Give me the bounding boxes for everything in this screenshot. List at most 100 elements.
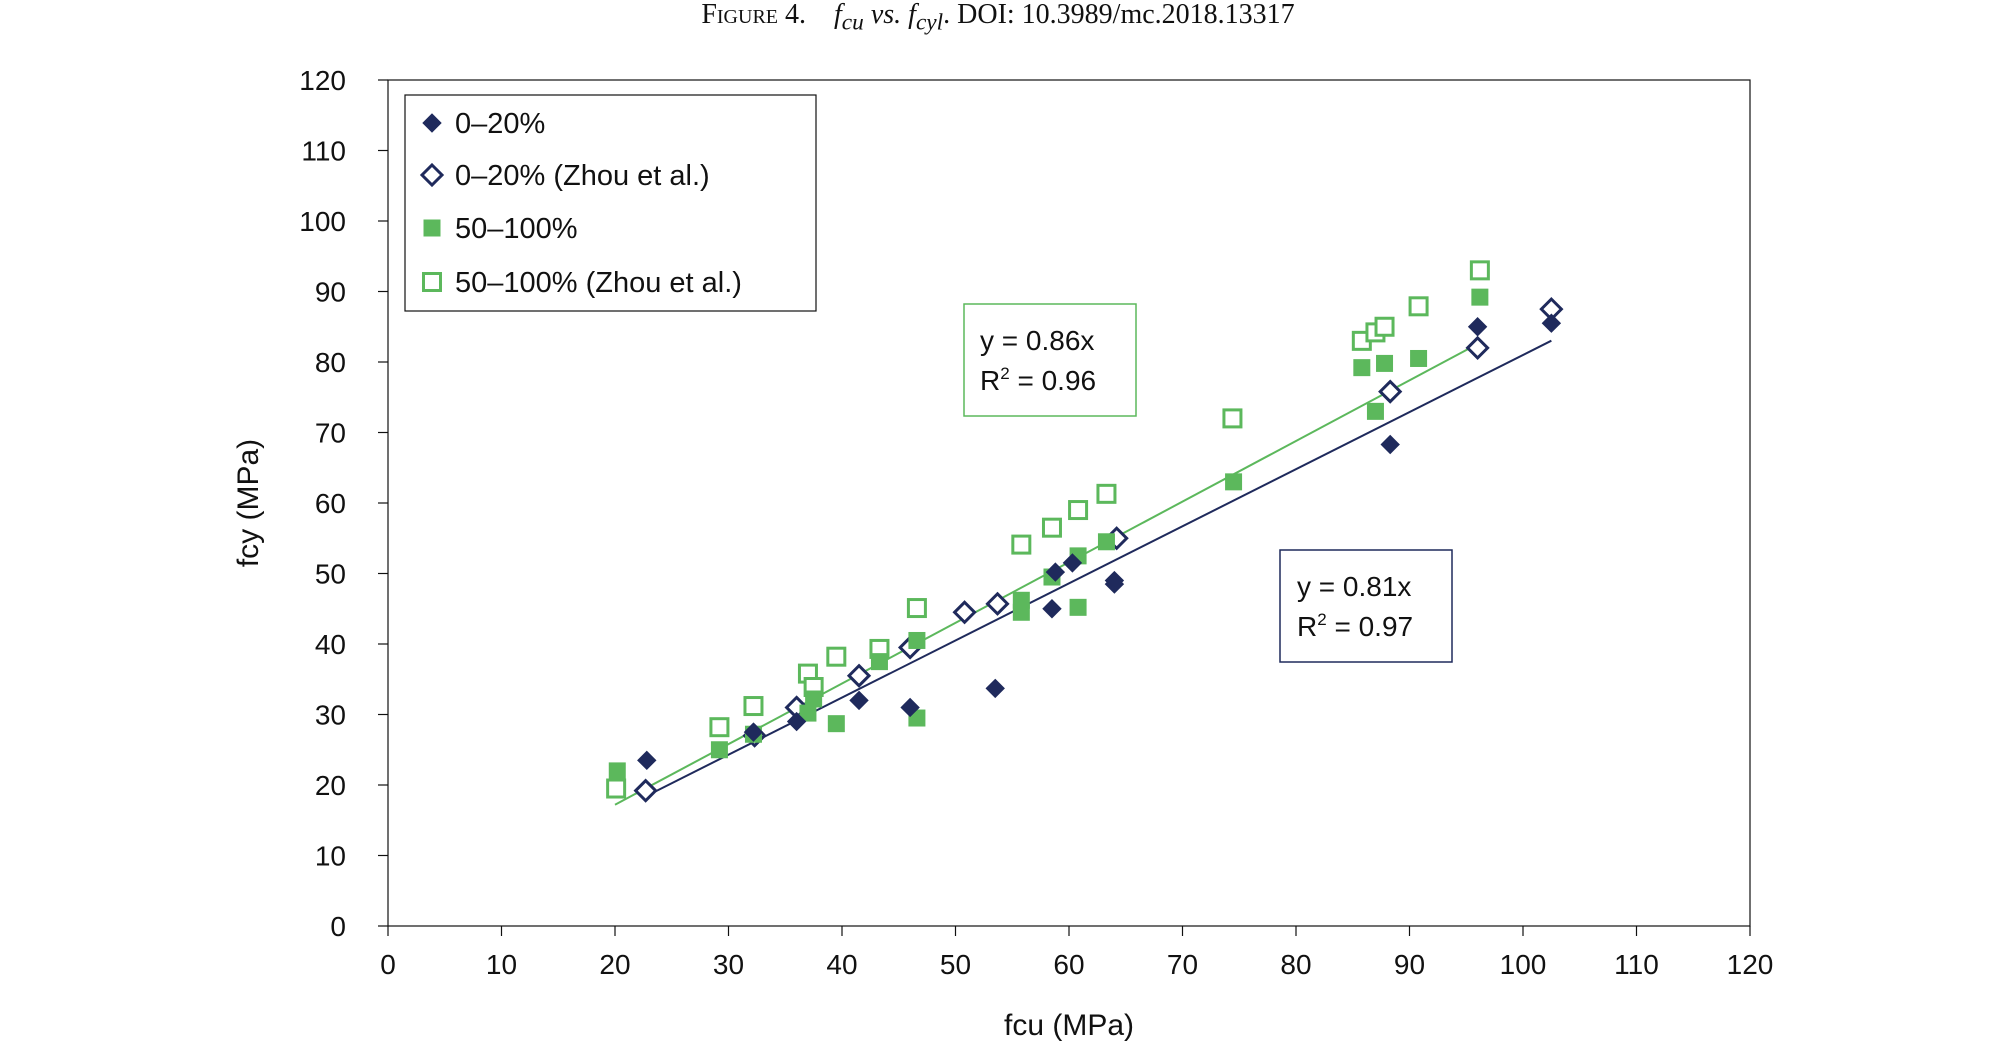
data-point <box>1069 598 1087 616</box>
r2-superscript: 2 <box>1000 364 1009 383</box>
data-point <box>1465 335 1490 361</box>
legend-label: 50–100% <box>455 213 578 245</box>
data-point <box>786 711 807 732</box>
data-point <box>633 778 658 803</box>
data-point <box>1222 408 1243 429</box>
data-point <box>826 646 847 667</box>
data-point <box>1097 533 1115 551</box>
y-tick-label: 0 <box>330 911 346 942</box>
data-point <box>1012 591 1030 609</box>
x-tick-label: 50 <box>940 949 971 980</box>
trendline-label-green: y = 0.86x R2 = 0.96 <box>963 303 1137 417</box>
y-tick-label: 100 <box>299 206 346 237</box>
legend-marker <box>422 272 442 292</box>
trendline-label-navy: y = 0.81x R2 = 0.97 <box>1279 549 1453 663</box>
data-point <box>1225 473 1243 491</box>
data-point <box>906 598 927 619</box>
title-var-fcu: f <box>834 0 842 30</box>
legend-label: 0–20% <box>455 108 545 140</box>
title-vs: vs. <box>870 0 902 30</box>
r2-prefix: R <box>980 365 1000 396</box>
y-tick-label: 50 <box>315 559 346 590</box>
trendline-label-green-box <box>963 303 1137 417</box>
data-point <box>900 697 920 718</box>
x-tick-label: 20 <box>599 949 630 980</box>
x-tick-label: 110 <box>1614 949 1659 980</box>
data-point <box>743 696 764 717</box>
data-point <box>637 750 657 771</box>
data-point <box>709 717 730 738</box>
y-tick-label: 120 <box>299 65 346 96</box>
data-points <box>606 260 1564 803</box>
y-tick-label: 30 <box>315 700 346 731</box>
x-axis: 0 10 20 30 40 50 60 70 80 90 100 110 120 <box>380 926 1773 980</box>
data-point <box>870 653 888 671</box>
data-point <box>1096 483 1117 504</box>
legend-box <box>404 94 817 312</box>
data-point <box>608 762 626 780</box>
title-var-fcyl: f <box>908 0 916 30</box>
data-point <box>849 690 869 711</box>
data-point <box>985 591 1010 616</box>
y-axis-label: fcy (MPa) <box>232 439 265 567</box>
data-point <box>710 741 728 759</box>
data-point <box>805 690 823 708</box>
y-tick-label: 60 <box>315 488 346 519</box>
data-point <box>1042 599 1062 619</box>
data-point <box>1374 316 1395 337</box>
legend-label: 0–20% (Zhou et al.) <box>455 160 710 192</box>
data-point <box>1062 553 1083 573</box>
legend-label: 50–100% (Zhou et al.) <box>455 267 742 299</box>
legend-marker <box>422 113 442 133</box>
figure-title: Figure 4. fcu vs. fcyl. DOI: 10.3989/mc.… <box>0 0 1996 38</box>
data-point <box>1104 570 1125 591</box>
data-point <box>1380 434 1400 455</box>
trendline-label-green-equation: y = 0.86x <box>980 325 1094 356</box>
data-point <box>1041 517 1062 538</box>
data-point <box>1068 500 1089 521</box>
r2-value: = 0.97 <box>1327 611 1413 642</box>
data-point <box>1378 379 1403 404</box>
title-sub-cu: cu <box>841 9 864 36</box>
r2-superscript: 2 <box>1317 610 1326 629</box>
data-point <box>1467 317 1488 337</box>
data-point <box>1408 296 1429 317</box>
data-point <box>985 678 1005 699</box>
legend-marker <box>423 219 441 237</box>
x-tick-label: 30 <box>713 949 744 980</box>
title-sub-cyl: cyl <box>915 9 944 36</box>
data-point <box>846 663 872 688</box>
data-point <box>908 631 926 649</box>
title-doi: . DOI: 10.3989/mc.2018.13317 <box>943 0 1295 30</box>
trendline-label-green-r2: R2 = 0.96 <box>980 364 1096 396</box>
data-point <box>1011 534 1032 555</box>
x-axis-label: fcu (MPa) <box>1004 1009 1134 1042</box>
x-tick-label: 100 <box>1500 949 1547 980</box>
data-point <box>743 722 764 742</box>
y-tick-label: 80 <box>315 347 346 378</box>
data-point <box>827 715 845 733</box>
y-tick-label: 90 <box>315 277 346 308</box>
y-tick-label: 70 <box>315 418 346 449</box>
data-point <box>1541 313 1562 333</box>
data-point <box>952 600 977 625</box>
x-tick-label: 0 <box>380 949 396 980</box>
y-tick-label: 40 <box>315 629 346 660</box>
x-tick-label: 90 <box>1394 949 1425 980</box>
x-tick-label: 60 <box>1053 949 1084 980</box>
data-point <box>1045 562 1066 582</box>
x-tick-label: 10 <box>486 949 517 980</box>
figure-label: Figure 4. <box>701 0 807 30</box>
data-point <box>1410 349 1428 367</box>
x-tick-label: 120 <box>1727 949 1774 980</box>
y-tick-label: 20 <box>315 770 346 801</box>
data-point <box>1366 402 1384 420</box>
y-tick-label: 110 <box>301 136 346 167</box>
data-point <box>1471 288 1489 306</box>
x-tick-label: 80 <box>1280 949 1311 980</box>
data-point <box>1353 359 1371 377</box>
data-point <box>1469 260 1490 281</box>
y-axis: 0 10 20 30 40 50 60 70 80 90 100 110 120 <box>299 65 388 942</box>
legend: 0–20% 0–20% (Zhou et al.) 50–100% 50–100% (… <box>404 94 817 312</box>
